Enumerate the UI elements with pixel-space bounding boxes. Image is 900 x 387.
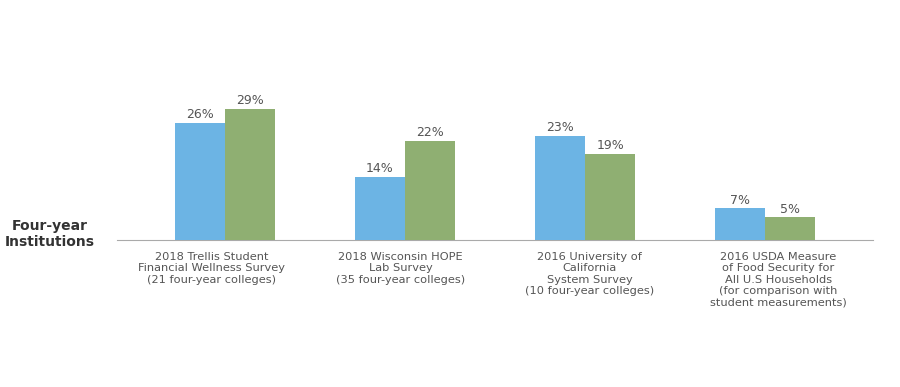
Text: 7%: 7%: [730, 194, 750, 207]
Text: 26%: 26%: [186, 108, 213, 121]
Bar: [175, 123, 225, 240]
Text: 29%: 29%: [237, 94, 264, 107]
Text: Four-year
Institutions: Four-year Institutions: [4, 219, 94, 249]
Text: 2016 USDA Measure
of Food Security for
All U.S Households
(for comparison with
s: 2016 USDA Measure of Food Security for A…: [710, 252, 847, 308]
Text: 2016 University of
California
System Survey
(10 four-year colleges): 2016 University of California System Sur…: [525, 252, 654, 296]
Bar: [405, 140, 455, 240]
Text: 22%: 22%: [417, 126, 444, 139]
Bar: [535, 136, 585, 240]
Bar: [715, 208, 765, 240]
Bar: [585, 154, 635, 240]
Bar: [225, 109, 275, 240]
Text: 19%: 19%: [597, 139, 624, 152]
Text: 14%: 14%: [366, 162, 393, 175]
Text: 5%: 5%: [780, 202, 800, 216]
Text: 2018 Wisconsin HOPE
Lab Survey
(35 four-year colleges): 2018 Wisconsin HOPE Lab Survey (35 four-…: [336, 252, 465, 285]
Bar: [765, 217, 815, 240]
Text: 2018 Trellis Student
Financial Wellness Survey
(21 four-year colleges): 2018 Trellis Student Financial Wellness …: [138, 252, 285, 285]
Text: 23%: 23%: [546, 121, 573, 134]
Bar: [355, 177, 405, 240]
